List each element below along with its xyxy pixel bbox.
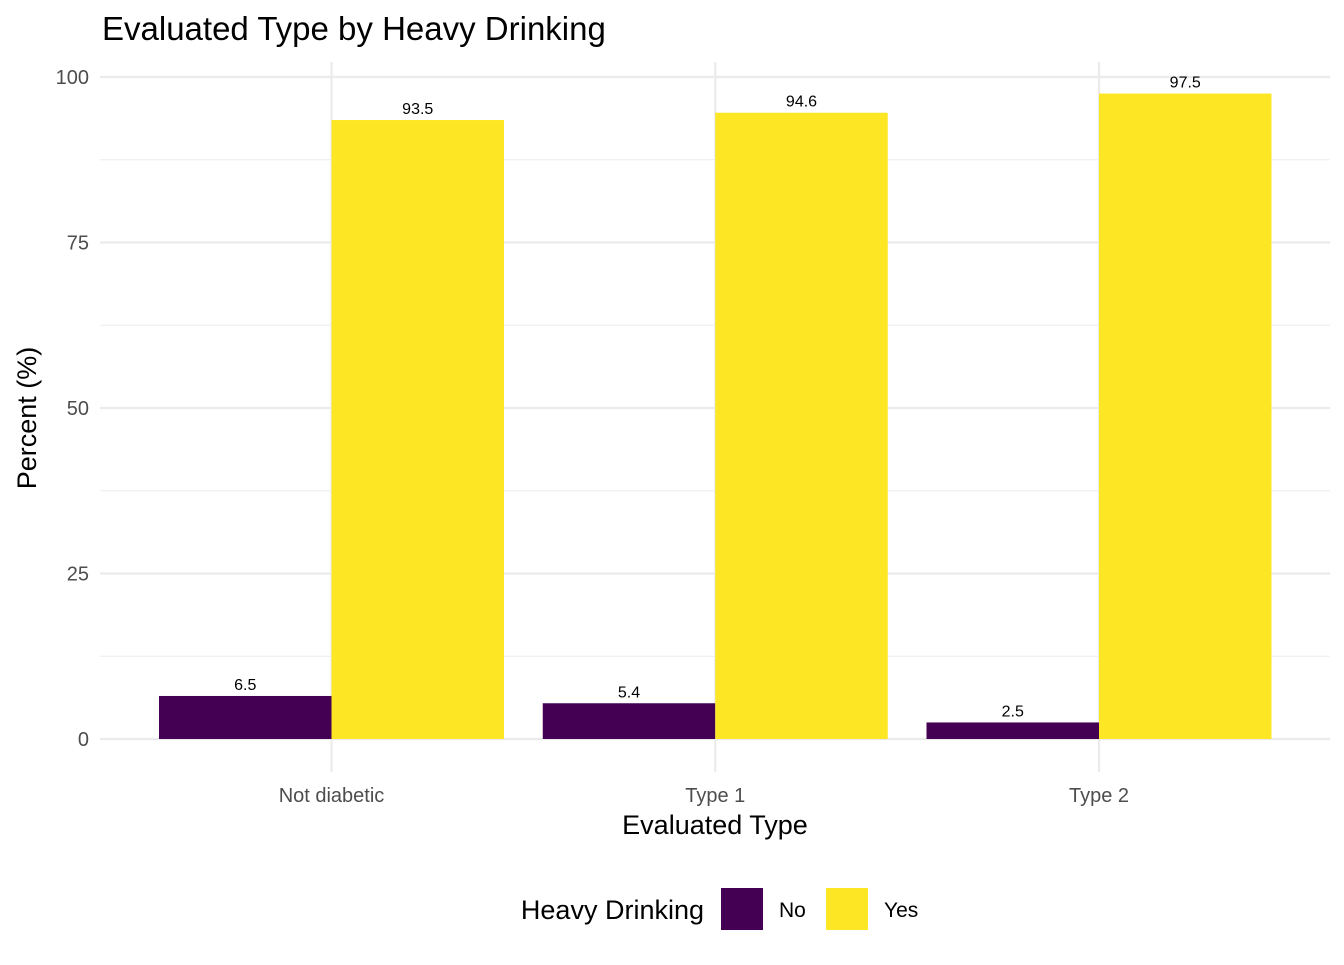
chart-title: Evaluated Type by Heavy Drinking <box>102 10 606 47</box>
data-label: 94.6 <box>786 94 817 111</box>
y-tick-label: 75 <box>67 233 89 255</box>
legend-title: Heavy Drinking <box>521 895 704 925</box>
x-axis-title: Evaluated Type <box>622 810 808 840</box>
y-tick-label: 100 <box>56 67 89 89</box>
legend-label: No <box>779 899 806 922</box>
bar-yes-3 <box>1099 93 1272 740</box>
legend-items: No Yes <box>721 888 918 930</box>
data-labels: 6.5 5.4 2.5 93.5 94.6 97.5 <box>234 75 1201 721</box>
data-label: 6.5 <box>234 677 256 694</box>
bar-yes-2 <box>715 112 888 740</box>
x-axis-ticks: Not diabetic Type 1 Type 2 <box>279 785 1129 807</box>
data-label: 2.5 <box>1002 703 1024 720</box>
data-label: 97.5 <box>1170 75 1201 92</box>
y-axis-title: Percent (%) <box>12 347 42 490</box>
bar-yes-1 <box>331 120 504 739</box>
legend-label: Yes <box>884 899 918 922</box>
data-label: 5.4 <box>618 684 640 701</box>
x-tick-label: Type 1 <box>685 785 745 807</box>
y-axis-ticks: 0 25 50 75 100 <box>56 67 89 751</box>
bar-no-3 <box>926 722 1099 739</box>
legend-key-yes <box>826 888 868 930</box>
legend-key-no <box>721 888 763 930</box>
x-tick-label: Type 2 <box>1069 785 1129 807</box>
y-tick-label: 0 <box>78 729 89 751</box>
y-tick-label: 25 <box>67 564 89 586</box>
bar-no-1 <box>159 695 332 739</box>
legend: Heavy Drinking No Yes <box>521 888 918 930</box>
data-label: 93.5 <box>402 101 433 118</box>
y-tick-label: 50 <box>67 398 89 420</box>
bars <box>159 93 1272 740</box>
bar-no-2 <box>542 703 716 739</box>
x-tick-label: Not diabetic <box>279 785 385 807</box>
